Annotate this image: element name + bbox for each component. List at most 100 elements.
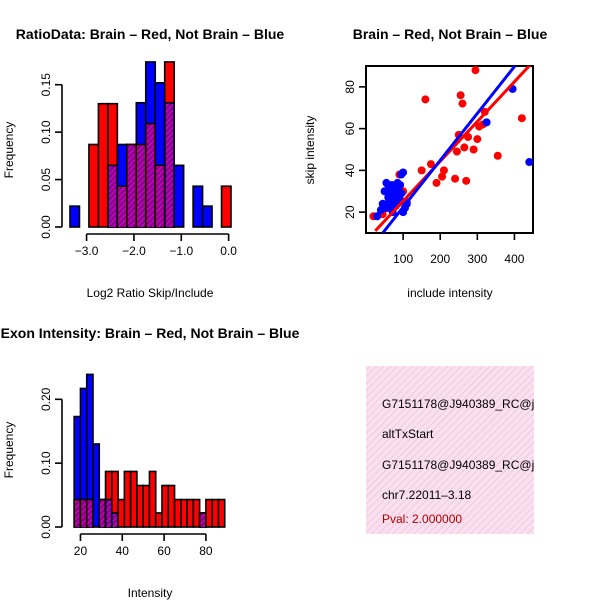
ratio-x-tick-label: −3.0 xyxy=(75,244,99,258)
exon-bar-brain xyxy=(161,484,170,528)
scatter-point-brain xyxy=(469,145,478,154)
fit-line-not-brain xyxy=(381,66,517,233)
scatter-y-tick-label: 20 xyxy=(343,205,357,219)
scatter-x-tick-label: 100 xyxy=(393,252,413,266)
scatter-point-brain xyxy=(439,166,448,175)
ratio-bar-brain xyxy=(88,143,100,228)
exon-y-tick-label: 0.10 xyxy=(39,451,53,475)
exon-y-axis: 0.00 0.10 0.20 xyxy=(39,387,63,539)
exon-bar-brain xyxy=(205,498,213,528)
exon-bar-brain xyxy=(192,498,201,528)
ratio-bar-not-brain xyxy=(69,205,81,228)
scatter-point-brain xyxy=(432,178,441,187)
scatter-point-brain xyxy=(456,91,465,100)
exon-y-tick-label: 0.20 xyxy=(39,387,53,411)
probe-id-label: G7151178@J940389_RC@j_at xyxy=(382,397,552,411)
scatter-point-brain xyxy=(460,143,469,152)
scatter-point-not-brain xyxy=(399,168,408,177)
scatter-point-brain xyxy=(471,66,480,75)
scatter-point-not-brain xyxy=(397,189,406,198)
scatter-y-axis: 20 40 60 80 xyxy=(343,80,367,219)
exon-bar-overlap xyxy=(106,500,111,527)
intensity-scatter: Brain – Red, Not Brain – Blue 100 200 300 4… xyxy=(303,26,547,300)
scatter-y-axis-label: skip intensity xyxy=(303,116,317,185)
scatter-x-tick-label: 200 xyxy=(430,252,450,266)
scatter-point-not-brain xyxy=(380,187,389,196)
scatter-point-not-brain xyxy=(373,212,382,221)
ratio-y-tick-label: 0.00 xyxy=(39,215,53,239)
scatter-point-brain xyxy=(438,172,447,181)
scatter-x-tick-label: 400 xyxy=(504,252,524,266)
scatter-point-brain xyxy=(451,174,460,183)
scatter-point-not-brain xyxy=(482,118,491,127)
ratio-histogram: RatioData: Brain – Red, Not Brain – Blue… xyxy=(2,26,284,300)
exon-bar-brain xyxy=(117,498,126,528)
scatter-point-not-brain xyxy=(525,158,533,167)
ratio-bar-not-brain xyxy=(173,164,185,228)
ratio-x-axis: −3.0 −2.0 −1.0 0.0 xyxy=(75,233,237,258)
exon-bar-brain xyxy=(154,512,163,528)
ratio-bar-overlap xyxy=(156,166,164,227)
info-background xyxy=(366,366,534,534)
scatter-point-brain xyxy=(421,95,430,104)
exon-bar-overlap xyxy=(87,500,92,527)
exon-bar-overlap xyxy=(112,513,118,527)
exon-bar-overlap xyxy=(75,500,80,527)
scatter-chart-title: Brain – Red, Not Brain – Blue xyxy=(353,26,548,42)
scatter-y-tick-label: 60 xyxy=(343,122,357,136)
probe-info-panel: G7151178@J940389_RC@j_at altTxStart G715… xyxy=(366,366,552,534)
ratio-bar-overlap xyxy=(165,103,174,227)
ratio-y-tick-label: 0.05 xyxy=(39,168,53,192)
exon-y-tick-label: 0.00 xyxy=(39,515,53,539)
ratio-y-tick-label: 0.15 xyxy=(39,73,53,97)
exon-bar-brain xyxy=(217,498,226,528)
exon-chart-title: Exon Intensity: Brain – Red, Not Brain –… xyxy=(1,325,300,341)
scatter-x-axis-label: include intensity xyxy=(407,286,492,300)
scatter-point-brain xyxy=(462,176,471,185)
exon-x-tick-label: 20 xyxy=(74,544,88,558)
ratio-bar-not-brain xyxy=(192,185,204,228)
ratio-bar-brain xyxy=(97,102,109,228)
exon-bar-overlap xyxy=(100,500,105,527)
exon-x-tick-label: 80 xyxy=(199,544,213,558)
ratio-chart-title: RatioData: Brain – Red, Not Brain – Blue xyxy=(16,26,285,42)
exon-bar-overlap xyxy=(81,500,86,527)
scatter-point-brain xyxy=(473,135,482,144)
scatter-point-brain xyxy=(426,160,435,169)
exon-bar-brain xyxy=(167,484,176,528)
event-type-label: altTxStart xyxy=(382,427,434,441)
exon-x-tick-label: 40 xyxy=(116,544,130,558)
exon-x-axis-label: Intensity xyxy=(128,586,173,600)
exon-bar-overlap xyxy=(200,513,205,527)
ratio-bars xyxy=(69,61,232,228)
scatter-y-tick-label: 40 xyxy=(343,163,357,177)
ratio-bar-overlap xyxy=(146,124,155,227)
ratio-x-tick-label: −1.0 xyxy=(169,244,193,258)
exon-bar-brain xyxy=(186,498,195,528)
exon-bar-brain xyxy=(136,484,144,528)
scatter-y-tick-label: 80 xyxy=(343,80,357,94)
ratio-x-tick-label: −2.0 xyxy=(122,244,146,258)
ratio-bar-overlap xyxy=(127,145,136,227)
exon-bar-brain xyxy=(123,470,132,528)
scatter-point-brain xyxy=(493,151,502,160)
exon-bar-brain xyxy=(173,498,182,528)
genomic-location-label: chr7.22011–3.18 xyxy=(382,488,472,502)
scatter-x-axis: 100 200 300 400 xyxy=(393,232,525,266)
scatter-point-brain xyxy=(517,114,526,123)
fit-line-brain xyxy=(374,66,532,232)
probe-id-label-2: G7151178@J940389_RC@j_at xyxy=(382,458,552,472)
scatter-point-brain xyxy=(452,147,461,156)
exon-y-axis-label: Frequency xyxy=(2,422,16,479)
ratio-bar-overlap xyxy=(108,166,117,227)
ratio-bar-overlap xyxy=(137,145,145,227)
scatter-points xyxy=(369,66,533,233)
ratio-y-axis-label: Frequency xyxy=(2,122,16,179)
ratio-x-axis-label: Log2 Ratio Skip/Include xyxy=(87,286,214,300)
ratio-y-tick-label: 0.10 xyxy=(39,120,53,144)
scatter-point-brain xyxy=(458,99,467,108)
scatter-point-not-brain xyxy=(396,180,405,189)
ratio-y-axis: 0.00 0.05 0.10 0.15 xyxy=(39,73,63,239)
exon-bar-brain xyxy=(142,484,151,528)
